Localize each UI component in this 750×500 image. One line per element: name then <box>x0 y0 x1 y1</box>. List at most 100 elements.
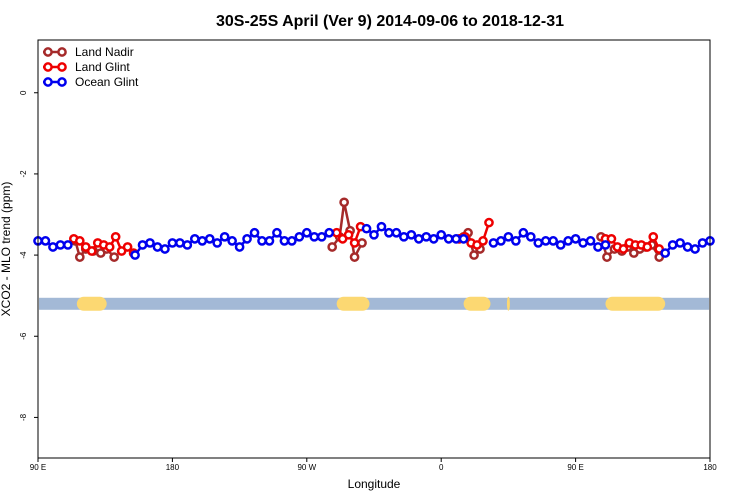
data-point <box>399 231 409 242</box>
x-tick-label: 180 <box>703 463 717 472</box>
data-point <box>570 234 581 244</box>
chart-title: 30S-25S April (Ver 9) 2014-09-06 to 2018… <box>216 13 564 30</box>
legend-item: Land Nadir <box>43 45 134 59</box>
data-point <box>496 236 506 246</box>
plot-frame <box>37 39 711 459</box>
data-point <box>197 236 208 246</box>
y-tick-label: -8 <box>19 413 28 421</box>
data-point <box>324 227 335 238</box>
data-point <box>189 234 200 244</box>
data-point <box>660 248 671 258</box>
data-point <box>648 231 659 242</box>
x-tick-label: 90 W <box>297 463 316 472</box>
data-point <box>74 236 85 246</box>
data-point <box>602 252 612 262</box>
data-point <box>361 223 372 234</box>
series-layer <box>33 197 715 262</box>
x-tick-label: 0 <box>439 463 444 472</box>
data-point <box>212 238 223 248</box>
legend-marker <box>57 77 67 87</box>
data-point <box>458 234 469 244</box>
data-point <box>563 236 573 246</box>
data-point <box>109 252 120 262</box>
data-point <box>642 242 653 252</box>
data-point <box>451 234 461 244</box>
data-point <box>110 231 121 242</box>
data-point <box>249 227 260 238</box>
data-point <box>443 234 454 244</box>
legend-label: Land Glint <box>75 60 130 74</box>
data-point <box>376 221 387 232</box>
data-point <box>145 238 155 248</box>
x-tick-label: 90 E <box>30 463 46 472</box>
data-point <box>349 252 360 262</box>
data-point <box>548 236 559 246</box>
data-point <box>525 231 536 242</box>
data-point <box>618 244 629 254</box>
legend-marker <box>57 62 67 72</box>
data-point <box>413 234 424 244</box>
data-point <box>331 227 342 238</box>
land-ocean-strip <box>39 296 709 311</box>
data-point <box>540 236 551 246</box>
data-point <box>204 234 215 244</box>
data-point <box>316 231 327 242</box>
series-land-glint <box>68 217 665 258</box>
x-tick-label: 180 <box>166 463 180 472</box>
y-tick-label: -6 <box>19 332 28 340</box>
data-point <box>86 246 97 256</box>
data-point <box>74 252 85 262</box>
data-point <box>357 238 367 248</box>
data-point <box>279 236 290 246</box>
data-point <box>606 234 617 244</box>
legend-marker <box>43 62 53 72</box>
data-point <box>428 234 439 244</box>
data-point <box>697 238 708 248</box>
data-point <box>667 240 678 250</box>
data-point <box>593 242 603 252</box>
series-ocean-glint <box>33 221 715 260</box>
legend-marker <box>43 77 53 87</box>
data-point <box>294 231 305 242</box>
data-point <box>369 229 379 240</box>
data-point <box>122 242 133 252</box>
data-point <box>518 227 529 238</box>
data-point <box>339 197 349 208</box>
land-strip-segment <box>76 296 107 311</box>
data-point <box>511 236 521 246</box>
data-point <box>130 250 140 260</box>
data-point <box>690 244 700 254</box>
legend-marker <box>57 47 67 57</box>
data-point <box>287 236 297 246</box>
legend-label: Land Nadir <box>75 45 134 59</box>
data-point <box>309 231 320 242</box>
data-point <box>585 236 596 246</box>
data-point <box>555 240 566 250</box>
data-point <box>234 242 245 252</box>
data-point <box>272 227 282 238</box>
data-point <box>478 236 488 246</box>
data-point <box>503 231 514 242</box>
data-point <box>484 217 494 228</box>
data-point <box>578 238 588 248</box>
data-point <box>48 242 58 252</box>
data-point <box>182 240 193 250</box>
data-point <box>682 242 693 252</box>
data-point <box>152 242 163 252</box>
land-strip-segment <box>605 296 666 311</box>
data-point <box>533 238 544 248</box>
y-tick-label: -2 <box>19 170 28 178</box>
x-axis-label: Longitude <box>348 477 401 491</box>
land-strip-segment <box>506 296 510 311</box>
data-point <box>488 238 499 248</box>
data-point <box>421 231 432 242</box>
data-point <box>40 236 51 246</box>
land-strip-segment <box>336 296 370 311</box>
data-point <box>242 234 252 244</box>
data-point <box>175 238 185 248</box>
data-point <box>257 236 267 246</box>
ocean-strip-band <box>39 297 709 310</box>
data-point <box>384 227 394 238</box>
y-tick-label: 0 <box>19 90 28 95</box>
